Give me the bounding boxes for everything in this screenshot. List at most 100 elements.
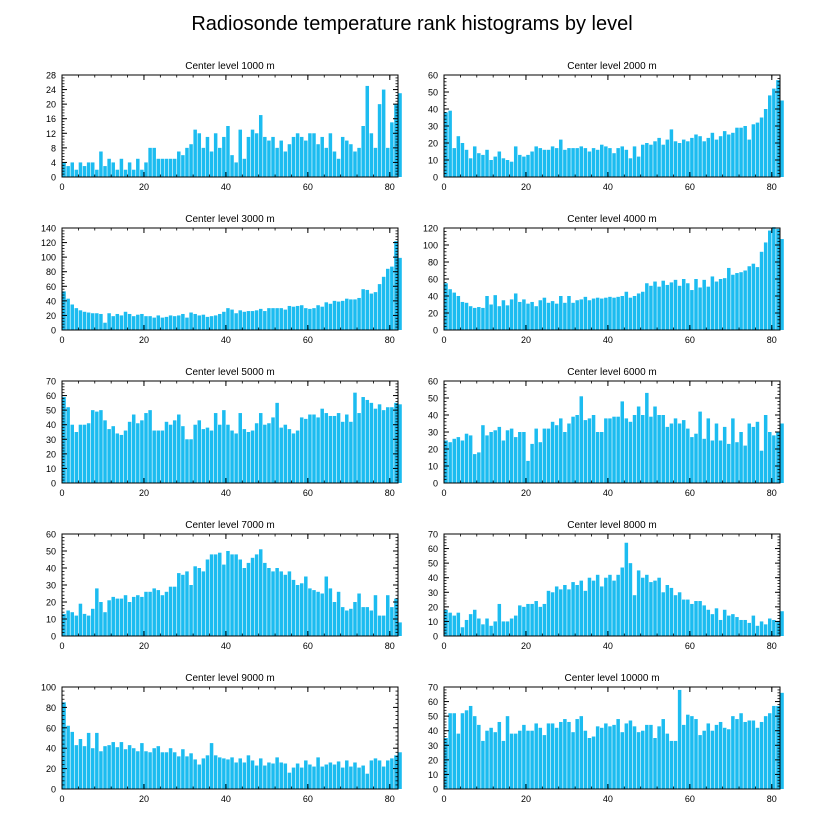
bar	[460, 301, 465, 330]
bar	[452, 148, 456, 177]
bar	[456, 296, 461, 330]
bar	[226, 551, 230, 636]
bar	[197, 568, 202, 636]
bar	[751, 124, 756, 177]
bar	[242, 311, 247, 330]
bar	[722, 131, 727, 177]
bar	[468, 435, 473, 483]
bar	[591, 580, 596, 636]
bar	[759, 621, 764, 636]
bar	[74, 432, 79, 483]
bar	[559, 589, 563, 636]
bar	[226, 424, 230, 483]
bar	[127, 602, 132, 636]
bar	[542, 428, 547, 483]
bar	[205, 755, 210, 789]
bar	[665, 733, 670, 789]
bar	[197, 420, 202, 483]
bar	[119, 598, 124, 636]
bar	[743, 126, 747, 177]
bar	[308, 588, 312, 636]
bar	[320, 408, 324, 483]
panel-10: Center level 10000 m 0 20 40 60 80 0 10 20 30 40 50…	[428, 673, 784, 804]
bar	[377, 615, 382, 636]
bar	[345, 414, 349, 483]
bar	[193, 424, 197, 483]
bar	[70, 731, 74, 789]
bar	[304, 308, 308, 330]
bar	[222, 564, 226, 636]
y-tick-label: 30	[46, 435, 56, 445]
x-tick-label: 0	[441, 641, 446, 651]
bar	[377, 404, 382, 483]
bar	[86, 615, 91, 636]
bar	[99, 410, 103, 483]
bar	[718, 721, 723, 789]
bar	[201, 314, 206, 330]
bar	[690, 137, 694, 177]
bar	[140, 596, 144, 636]
bar	[472, 609, 477, 636]
bar	[468, 158, 473, 177]
bar	[768, 230, 772, 330]
bar	[131, 316, 136, 330]
bar	[168, 424, 173, 483]
bar	[353, 392, 357, 483]
bar	[213, 554, 218, 636]
bar	[361, 289, 365, 330]
bar	[394, 104, 398, 177]
y-tick-label: 20	[46, 598, 56, 608]
bar	[312, 766, 316, 789]
bar	[575, 415, 579, 483]
bar	[144, 751, 148, 789]
bar	[324, 764, 329, 789]
x-tick-label: 80	[767, 641, 777, 651]
bar	[193, 129, 197, 177]
bar	[320, 306, 324, 330]
bar	[600, 432, 604, 483]
bar	[181, 749, 185, 789]
bar	[710, 440, 715, 483]
bar	[763, 242, 768, 330]
bar	[669, 740, 674, 789]
y-tick-label: 50	[428, 712, 438, 722]
bar	[460, 713, 465, 789]
bar	[509, 733, 514, 789]
bar	[489, 160, 493, 177]
bar	[357, 413, 361, 483]
bar	[99, 313, 103, 330]
bar	[353, 762, 357, 789]
bar	[201, 758, 206, 789]
x-tick-label: 80	[385, 794, 395, 804]
bar	[501, 621, 506, 636]
bar	[82, 424, 87, 483]
bar	[661, 144, 665, 177]
bar	[780, 239, 784, 330]
bar	[177, 573, 181, 636]
y-tick-label: 80	[46, 703, 56, 713]
bar	[763, 716, 768, 789]
bar	[665, 139, 670, 177]
bar	[123, 430, 128, 483]
bar	[246, 136, 251, 177]
bar	[690, 603, 694, 636]
x-tick-label: 80	[385, 335, 395, 345]
bar	[119, 742, 124, 789]
bar	[164, 421, 169, 483]
bar	[665, 585, 670, 636]
bar	[686, 141, 690, 177]
bar	[299, 583, 304, 636]
x-tick-label: 40	[221, 182, 231, 192]
bar	[780, 423, 784, 483]
bar	[636, 732, 641, 789]
bar	[189, 753, 193, 789]
bar	[628, 297, 633, 330]
bar	[513, 293, 518, 330]
bar	[398, 404, 402, 483]
bar	[485, 730, 489, 789]
bar	[587, 151, 592, 177]
bar	[283, 151, 288, 177]
bar	[218, 424, 222, 483]
bar	[546, 590, 551, 636]
